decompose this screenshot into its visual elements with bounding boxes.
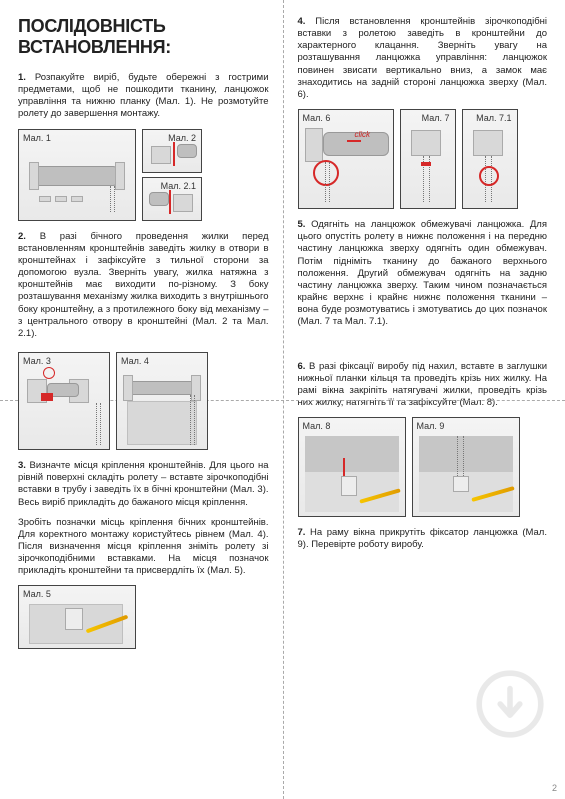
fig-1-label: Мал. 1 — [23, 133, 51, 143]
watermark-icon — [475, 669, 545, 739]
step-4-num: 4. — [298, 16, 316, 27]
fig-3-label: Мал. 3 — [23, 356, 51, 366]
fig-8: Мал. 8 — [298, 417, 406, 517]
step-6-text: 6. В разі фіксації виробу під нахил, вст… — [298, 361, 548, 410]
fig-2-1: Мал. 2.1 — [142, 177, 202, 221]
step-4-text: 4. Після встановлення кронштейнів зірочк… — [298, 16, 548, 101]
fig-2-label: Мал. 2 — [168, 133, 196, 143]
fig-6: Мал. 6 click — [298, 109, 394, 209]
fig-4: Мал. 4 — [116, 352, 208, 450]
fig-8-label: Мал. 8 — [303, 421, 331, 431]
fig-3: Мал. 3 — [18, 352, 110, 450]
step-5-body: Одягніть на ланцюжок обмежувачі ланцюжка… — [298, 219, 548, 327]
fig-9: Мал. 9 — [412, 417, 520, 517]
step-1-text: 1. Розпакуйте виріб, будьте обережні з г… — [18, 72, 269, 121]
step-7-num: 7. — [298, 527, 311, 538]
step-5-num: 5. — [298, 219, 312, 230]
page-title: ПОСЛІДОВНІСТЬ ВСТАНОВЛЕННЯ: — [18, 16, 269, 58]
fig-7-1-label: Мал. 7.1 — [476, 113, 511, 123]
step-2-text: 2. В разі бічного проведення жилки перед… — [18, 231, 269, 340]
click-label: click — [355, 130, 371, 139]
fig-2: Мал. 2 — [142, 129, 202, 173]
fig-9-label: Мал. 9 — [417, 421, 445, 431]
fig-5-label: Мал. 5 — [23, 589, 51, 599]
fig-row-1: Мал. 1 Мал. 2 Мал. 2.1 — [18, 129, 269, 221]
step-7-text: 7. На раму вікна прикрутіть фіксатор лан… — [298, 527, 548, 551]
fig-5: Мал. 5 — [18, 585, 136, 649]
fig-row-2: Мал. 3 Мал. 4 — [18, 352, 269, 450]
step-2-num: 2. — [18, 231, 40, 242]
step-4-body: Після встановлення кронштейнів зірочкопо… — [298, 16, 548, 100]
step-3-text-a: 3. Визначте місця кріплення кронштейнів.… — [18, 460, 269, 509]
step-2-body: В разі бічного проведення жилки перед вс… — [18, 231, 269, 339]
step-1-num: 1. — [18, 72, 35, 83]
step-3-body-a: Визначте місця кріплення кронштейнів. Дл… — [18, 460, 269, 507]
fig-6-label: Мал. 6 — [303, 113, 331, 123]
fig-2-1-label: Мал. 2.1 — [161, 181, 196, 191]
fig-row-r1: Мал. 6 click Мал. 7 Мал. 7.1 — [298, 109, 548, 209]
page-layout: ПОСЛІДОВНІСТЬ ВСТАНОВЛЕННЯ: 1. Розпакуйт… — [0, 0, 565, 799]
step-3-text-b: Зробіть позначки місць кріплення бічних … — [18, 517, 269, 578]
step-6-num: 6. — [298, 361, 310, 372]
step-7-body: На раму вікна прикрутіть фіксатор ланцюж… — [298, 527, 548, 550]
fig-row-3: Мал. 5 — [18, 585, 269, 649]
fig-7-1: Мал. 7.1 — [462, 109, 518, 209]
step-3-body-b: Зробіть позначки місць кріплення бічних … — [18, 517, 269, 577]
step-3-num: 3. — [18, 460, 30, 471]
fig-2-col: Мал. 2 Мал. 2.1 — [142, 129, 202, 221]
step-5-text: 5. Одягніть на ланцюжок обмежувачі ланцю… — [298, 219, 548, 328]
fig-4-label: Мал. 4 — [121, 356, 149, 366]
fig-row-r2: Мал. 8 Мал. 9 — [298, 417, 548, 517]
fig-7: Мал. 7 — [400, 109, 456, 209]
fig-1: Мал. 1 — [18, 129, 136, 221]
page-number: 2 — [552, 783, 557, 793]
fig-7-label: Мал. 7 — [422, 113, 450, 123]
step-1-body: Розпакуйте виріб, будьте обережні з гост… — [18, 72, 269, 119]
